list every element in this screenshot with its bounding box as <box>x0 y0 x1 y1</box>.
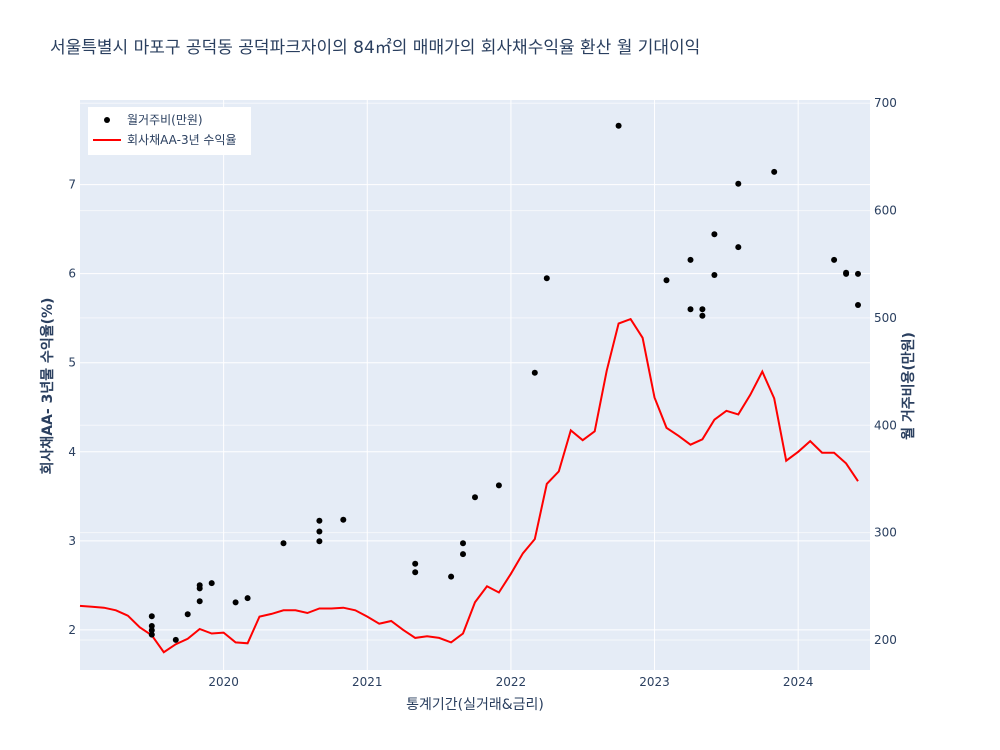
cost-point <box>495 482 502 489</box>
y-right-axis-ticks: 200 300 400 500 600 700 <box>874 96 897 647</box>
y-right-tick-label: 700 <box>874 96 897 110</box>
x-tick-label: 2020 <box>208 675 239 689</box>
legend[interactable]: 월거주비(만원) 회사채AA-3년 수익율 <box>88 107 251 155</box>
cost-point <box>735 180 742 187</box>
x-axis-title: 통계기간(실거래&금리) <box>406 697 544 713</box>
cost-point <box>244 595 251 602</box>
y-right-tick-label: 600 <box>874 204 897 218</box>
cost-point <box>831 256 838 263</box>
x-tick-label: 2022 <box>496 675 527 689</box>
cost-point <box>460 540 466 547</box>
y-left-axis-title: 회사채AA- 3년물 수익율(%) <box>39 298 56 475</box>
y-left-tick-label: 3 <box>68 534 76 548</box>
cost-point <box>148 627 155 634</box>
cost-point <box>412 569 419 576</box>
cost-point <box>196 598 203 605</box>
y-left-tick-label: 5 <box>68 356 76 370</box>
cost-point <box>699 312 706 319</box>
y-left-tick-label: 6 <box>68 267 76 281</box>
y-right-tick-label: 500 <box>874 311 897 325</box>
cost-point <box>735 244 742 251</box>
cost-point <box>615 122 622 129</box>
cost-point <box>148 631 155 638</box>
cost-point <box>448 573 455 580</box>
cost-point <box>340 516 347 523</box>
cost-point <box>531 369 538 376</box>
cost-point <box>472 494 478 501</box>
cost-point <box>280 540 287 547</box>
cost-point <box>663 277 670 284</box>
plot-background <box>80 100 870 670</box>
cost-point <box>771 168 778 175</box>
x-tick-label: 2024 <box>783 675 814 689</box>
y-left-tick-label: 2 <box>68 623 76 637</box>
x-axis-ticks: 2020 2021 2022 2023 2024 <box>208 675 813 689</box>
cost-point <box>184 611 191 618</box>
cost-point <box>711 272 718 278</box>
cost-point <box>855 270 861 277</box>
cost-point <box>148 613 155 620</box>
cost-point <box>208 580 215 587</box>
y-right-axis-title: 월 거주비용(만원) <box>900 332 917 440</box>
cost-point <box>412 560 419 567</box>
cost-point <box>316 528 323 535</box>
legend-marker-cost <box>104 117 110 123</box>
grid-lines <box>80 100 870 670</box>
cost-series <box>148 122 861 643</box>
y-right-tick-label: 300 <box>874 526 897 540</box>
cost-point <box>843 270 850 277</box>
cost-point <box>172 636 179 643</box>
cost-point <box>460 551 466 558</box>
y-right-tick-label: 200 <box>874 633 897 647</box>
x-tick-label: 2023 <box>639 675 670 689</box>
cost-point <box>316 517 323 524</box>
y-left-axis-ticks: 2 3 4 5 6 7 <box>68 178 76 637</box>
cost-point <box>687 256 694 263</box>
legend-label-cost: 월거주비(만원) <box>127 113 203 127</box>
y-right-tick-label: 400 <box>874 418 897 432</box>
y-left-tick-label: 4 <box>68 445 76 459</box>
cost-point <box>232 599 239 606</box>
cost-point <box>148 623 155 629</box>
cost-point <box>316 538 323 545</box>
x-tick-label: 2021 <box>352 675 383 689</box>
cost-point <box>543 275 550 282</box>
cost-point <box>687 306 694 313</box>
cost-point <box>196 582 203 589</box>
legend-label-yield: 회사채AA-3년 수익율 <box>127 133 237 147</box>
yield-series <box>79 317 859 654</box>
y-left-tick-label: 7 <box>68 178 76 192</box>
cost-point <box>855 302 861 308</box>
cost-point <box>699 306 706 313</box>
yield-line <box>79 317 859 654</box>
chart-title: 서울특별시 마포구 공덕동 공덕파크자이의 84㎡의 매매가의 회사채수익율 환… <box>50 38 701 58</box>
legend-box <box>88 107 251 155</box>
cost-point <box>711 231 718 238</box>
